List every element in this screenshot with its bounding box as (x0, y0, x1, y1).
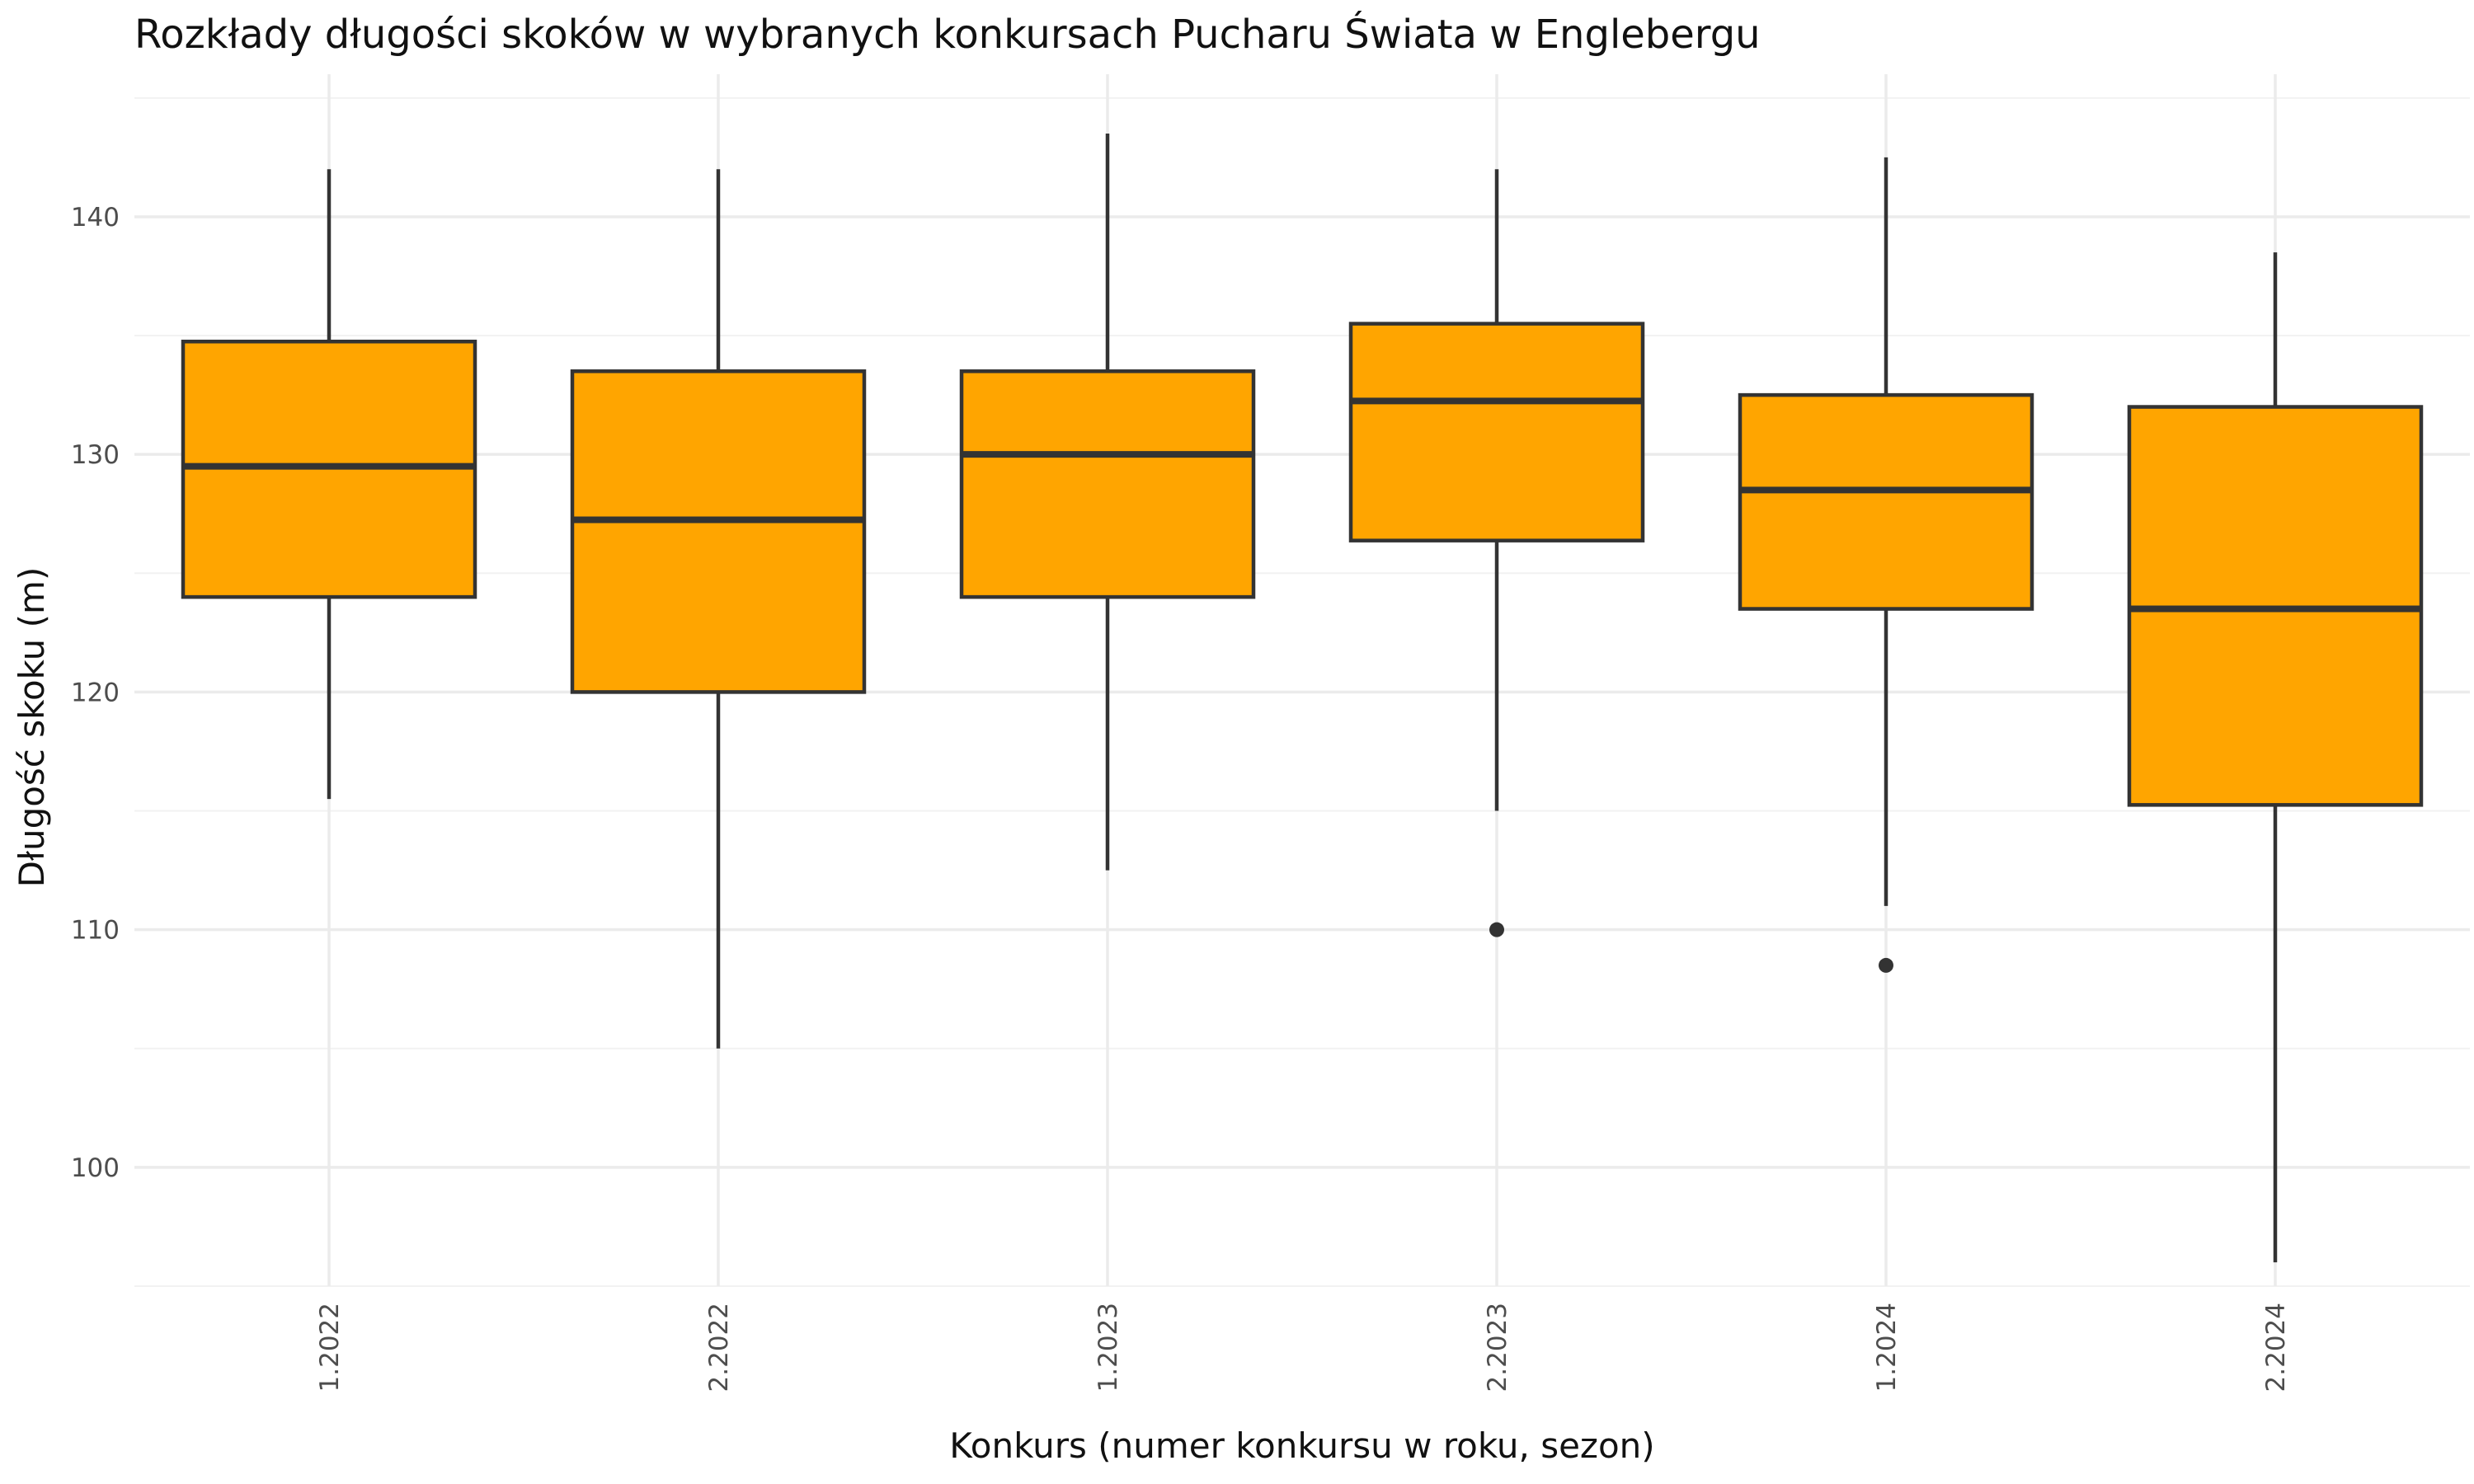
x-tick-label: 2.2022 (704, 1303, 734, 1392)
box-1.2024 (1738, 157, 2034, 973)
box-2.2023 (1348, 169, 1645, 937)
outlier-point (1879, 957, 1893, 973)
grid-lines (134, 74, 2470, 1287)
y-tick-label: 140 (71, 203, 120, 232)
box-iqr (1348, 322, 1645, 542)
y-tick-label: 120 (71, 678, 120, 707)
chart-title: Rozkłady długości skoków w wybranych kon… (134, 11, 1761, 58)
box-2.2022 (570, 169, 867, 1049)
box-iqr (570, 369, 867, 694)
x-tick-label: 1.2024 (1872, 1303, 1902, 1392)
box-1.2023 (959, 134, 1256, 871)
x-tick-label: 1.2022 (315, 1303, 345, 1392)
x-axis-title: Konkurs (numer konkursu w roku, sezon) (949, 1425, 1654, 1466)
box-2.2024 (2127, 252, 2424, 1263)
y-axis-title: Długość skoku (m) (12, 567, 52, 888)
y-tick-label: 100 (71, 1153, 120, 1183)
outlier-point (1489, 922, 1504, 937)
axis-ticks: 100 110 120 130 140 1.2022 2.2022 1.2023 2.2023 1… (71, 203, 2291, 1392)
x-tick-label: 2.2023 (1483, 1303, 1512, 1392)
x-tick-label: 1.2023 (1094, 1303, 1123, 1392)
box-iqr (1738, 392, 2034, 611)
box-1.2022 (181, 169, 477, 800)
y-tick-label: 110 (71, 916, 120, 946)
boxes (181, 134, 2424, 1263)
box-iqr (959, 369, 1256, 599)
x-tick-label: 2.2024 (2261, 1303, 2291, 1392)
y-tick-label: 130 (71, 440, 120, 470)
